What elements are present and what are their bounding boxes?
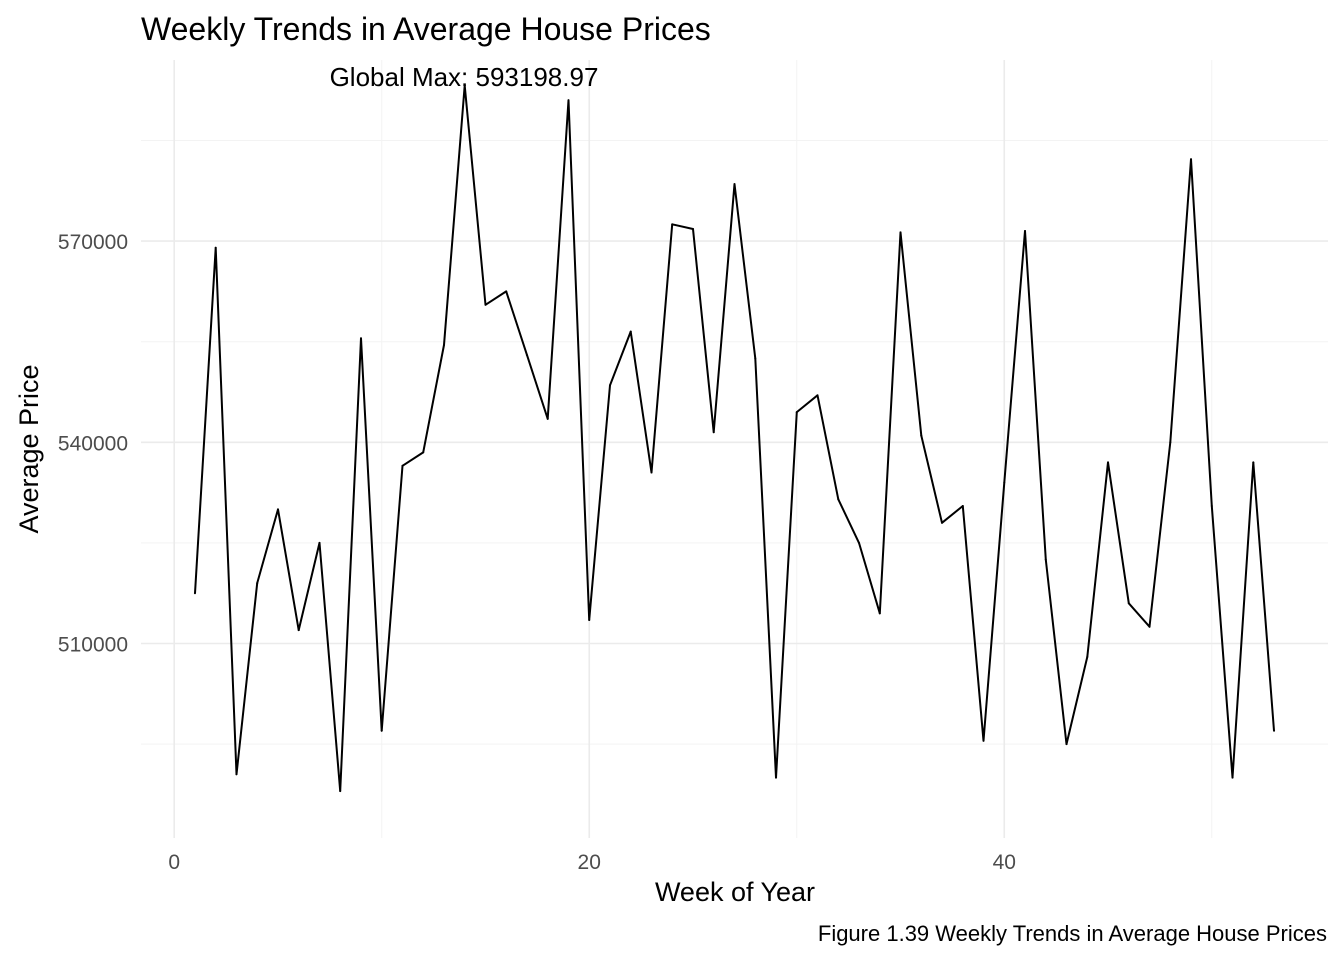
series-line-0 [194,84,1275,793]
data-point [1252,461,1255,464]
data-point [1273,729,1276,732]
data-point [318,541,321,544]
data-point [878,612,881,615]
data-point [920,434,923,437]
data-point [671,223,674,226]
data-point [712,431,715,434]
data-point [276,508,279,511]
data-point [1086,655,1089,658]
data-point [1148,625,1151,628]
data-point [359,337,362,340]
data-point [982,739,985,742]
data-point [297,629,300,632]
data-point [1024,230,1027,233]
figure-caption: Figure 1.39 Weekly Trends in Average Hou… [818,921,1327,946]
data-point [339,790,342,793]
data-point [608,384,611,387]
data-point [1190,158,1193,161]
data-point [1044,558,1047,561]
data-point [650,471,653,474]
data-point [754,357,757,360]
data-point [546,417,549,420]
data-point [401,464,404,467]
data-point [941,521,944,524]
y-tick-label: 510000 [58,634,128,657]
data-point [256,582,259,585]
data-point [567,99,570,102]
data-point [961,505,964,508]
axis-ticks: 510000 540000 570000 0 20 40 [58,231,1016,874]
data-point [588,619,591,622]
x-tick-label: 40 [993,851,1016,874]
data-point [858,541,861,544]
data-point [795,411,798,414]
data-point [380,729,383,732]
data-point [214,246,217,249]
global-max-annotation: Global Max: 593198.97 [330,62,599,92]
data-point [463,84,466,87]
y-axis-label: Average Price [14,364,44,533]
data-point [816,394,819,397]
x-tick-label: 0 [168,851,180,874]
data-point [525,354,528,357]
data-point [629,330,632,333]
data-point [235,773,238,776]
data-point [1127,602,1130,605]
data-point [505,290,508,293]
data-point [1107,461,1110,464]
data-point [837,498,840,501]
data-point [422,451,425,454]
data-point [1231,776,1234,779]
data-point [442,344,445,347]
y-tick-label: 570000 [58,231,128,254]
data-point [484,303,487,306]
chart-title: Weekly Trends in Average House Prices [141,11,711,47]
data-point [1065,743,1068,746]
data-point [1169,441,1172,444]
x-axis-label: Week of Year [655,877,815,907]
data-point [193,592,196,595]
data-point [899,231,902,234]
data-point [775,776,778,779]
data-point [733,183,736,186]
gridlines [141,60,1328,838]
series-layer [193,84,1276,793]
data-point [1210,505,1213,508]
data-point [1003,481,1006,484]
data-point [691,228,694,231]
y-tick-label: 540000 [58,432,128,455]
x-tick-label: 20 [578,851,601,874]
